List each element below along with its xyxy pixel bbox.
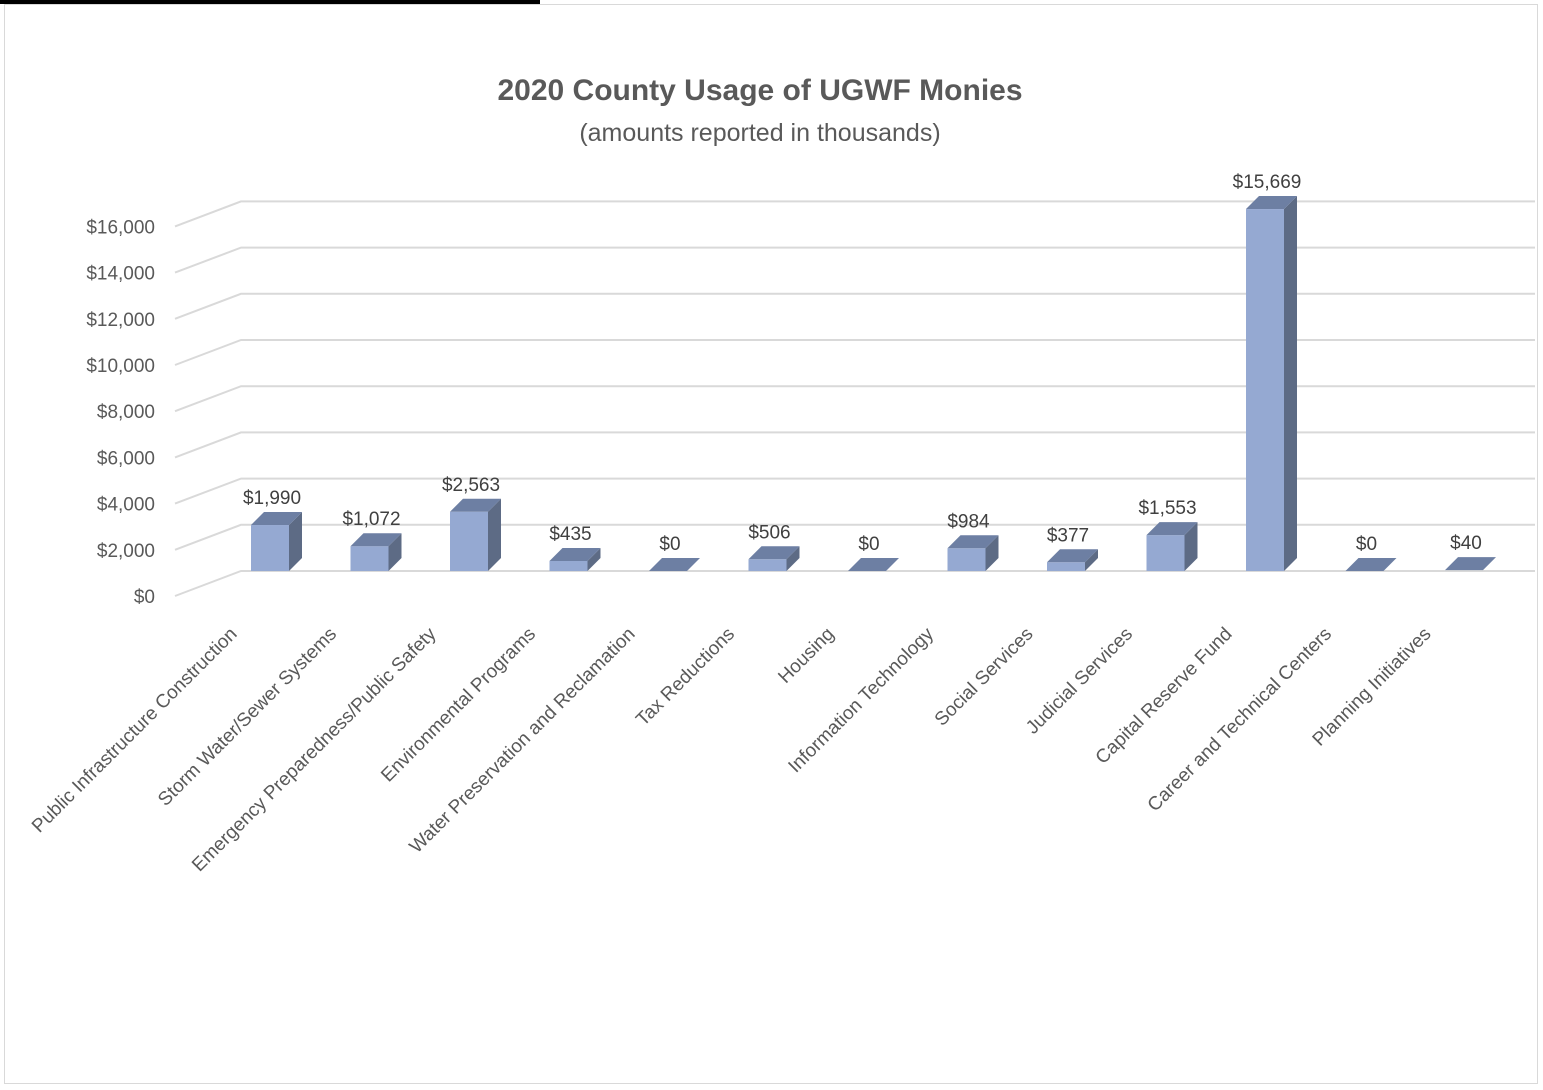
y-tick-label: $10,000 (86, 356, 155, 377)
bar (1246, 196, 1297, 572)
bar-side (388, 533, 402, 571)
x-tick-label: Career and Technical Centers (1144, 624, 1336, 816)
bar (1047, 549, 1098, 571)
x-axis: Public Infrastructure ConstructionStorm … (28, 623, 1435, 876)
bar-top (549, 547, 601, 561)
bar-top (1047, 549, 1098, 563)
data-label: $506 (748, 522, 790, 543)
data-label: $984 (947, 511, 990, 532)
bar (251, 512, 302, 571)
y-tick-label: $12,000 (86, 310, 155, 331)
data-label: $2,563 (442, 475, 500, 496)
bar-front (251, 525, 289, 571)
y-axis: $0 $2,000 $4,000 $6,000 $8,000 $10,000 $12,000… (86, 217, 155, 608)
x-tick-label: Social Services (931, 624, 1038, 731)
gridline (174, 431, 1535, 459)
gridline (174, 246, 1535, 274)
bar-side (1184, 522, 1198, 571)
x-tick-label: Tax Reductions (632, 624, 739, 731)
bar-top (350, 533, 402, 547)
bar-top (1146, 522, 1198, 536)
bar (748, 546, 800, 571)
bar-chart: 2020 County Usage of UGWF Monies (amount… (28, 74, 1535, 876)
data-label: $1,553 (1138, 498, 1196, 519)
bar-side (1085, 549, 1098, 571)
bar (947, 535, 999, 571)
bar-side (985, 535, 999, 571)
bar (848, 558, 899, 571)
bar-top (1445, 557, 1496, 571)
bar-top (947, 535, 999, 549)
gridline (174, 292, 1535, 320)
y-tick-label: $16,000 (86, 217, 155, 238)
bar-front (1047, 562, 1085, 571)
bar-top (251, 512, 302, 526)
y-tick-label: $8,000 (97, 402, 155, 423)
bar (649, 558, 700, 571)
bar-side (289, 512, 302, 571)
bar-side (587, 547, 601, 571)
y-tick-label: $14,000 (86, 264, 155, 285)
gridline (174, 523, 1535, 551)
bar-side (1284, 196, 1297, 572)
gridline (174, 477, 1535, 505)
chart-subtitle: (amounts reported in thousands) (579, 119, 940, 147)
bar-top (450, 498, 501, 512)
gridlines (174, 200, 1535, 597)
bar-top (649, 558, 700, 571)
x-tick-label: Water Preservation and Reclamation (406, 624, 640, 858)
y-tick-label: $0 (134, 587, 155, 608)
bar-side (488, 498, 501, 571)
bar-top (748, 546, 800, 560)
x-tick-label: Public Infrastructure Construction (28, 624, 241, 837)
data-labels: $1,990 $1,072 $2,563 $435 $0 $506 $0 $984 $377 $1… (243, 172, 1482, 555)
bar-front (450, 511, 488, 571)
data-label: $0 (858, 534, 879, 555)
data-label: $0 (1356, 534, 1377, 555)
bar (1146, 522, 1198, 571)
data-label: $1,072 (342, 509, 400, 530)
data-label: $0 (659, 534, 680, 555)
data-label: $1,990 (243, 488, 301, 509)
bar-top (1345, 558, 1397, 571)
x-tick-label: Storm Water/Sewer Systems (154, 624, 341, 811)
x-tick-label: Housing (774, 624, 838, 688)
data-label: $377 (1047, 525, 1089, 546)
gridline (174, 200, 1535, 228)
bar-front (549, 560, 588, 571)
data-label: $435 (549, 524, 591, 545)
data-label: $15,669 (1233, 172, 1302, 193)
y-tick-label: $6,000 (97, 448, 155, 469)
chart-frame: 2020 County Usage of UGWF Monies (amount… (4, 4, 1538, 1084)
bar (1445, 557, 1496, 571)
bars (251, 196, 1496, 572)
top-edge-bar (0, 0, 540, 4)
gridline (174, 570, 1535, 597)
bar-front (748, 559, 787, 571)
data-label: $40 (1450, 533, 1482, 554)
bar-front (1146, 535, 1185, 571)
x-tick-label: Judicial Services (1022, 624, 1137, 739)
gridline (174, 385, 1535, 413)
gridline (174, 339, 1535, 366)
chart-title: 2020 County Usage of UGWF Monies (497, 74, 1022, 107)
bar-top (1246, 196, 1297, 210)
bar-front (350, 546, 389, 571)
bar-top (848, 558, 899, 571)
y-tick-label: $4,000 (97, 495, 155, 516)
bar (549, 547, 601, 571)
bar-side (786, 546, 800, 571)
bar (350, 533, 402, 571)
y-tick-label: $2,000 (97, 541, 155, 562)
bar-front (1246, 209, 1284, 572)
bar (450, 498, 501, 571)
bar-front (947, 548, 986, 571)
bar (1345, 558, 1397, 571)
